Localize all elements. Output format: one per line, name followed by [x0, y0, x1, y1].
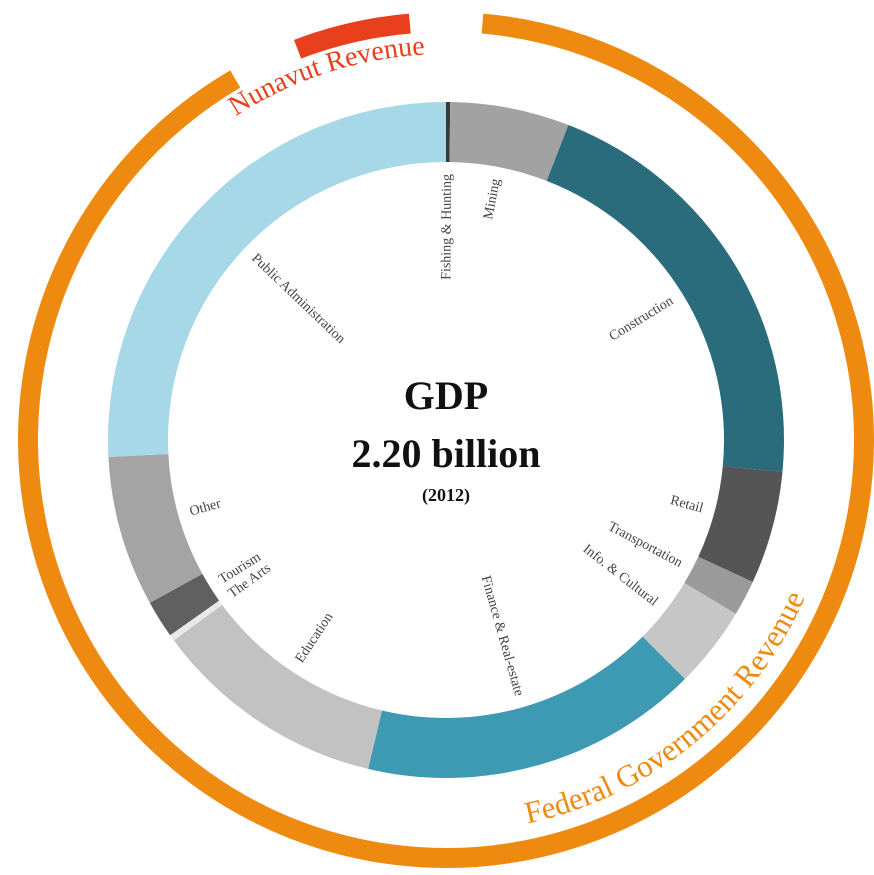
- donut-segment: [546, 124, 784, 472]
- segment-label: Education: [293, 610, 337, 666]
- donut-segment: [449, 102, 569, 181]
- segment-label: Retail: [669, 493, 705, 516]
- donut-segment: [108, 453, 203, 603]
- center-title: GDP: [404, 373, 488, 418]
- segment-label: Construction: [607, 294, 676, 345]
- center-year: (2012): [422, 485, 470, 506]
- center-value: 2.20 billion: [352, 431, 541, 476]
- segment-label: Mining: [481, 177, 504, 220]
- donut-segment: [684, 556, 753, 614]
- donut-segment: [446, 102, 451, 163]
- donut-segment: [108, 101, 447, 457]
- donut-segment: [368, 636, 686, 778]
- segment-label: Public Administration: [248, 251, 348, 347]
- segment-label: Finance & Real-estate: [478, 574, 526, 698]
- donut-segment: [173, 604, 382, 769]
- donut-segment: [149, 573, 220, 636]
- revenue-arc: [294, 13, 411, 59]
- revenue-arc: [18, 13, 874, 868]
- donut-segment: [698, 466, 783, 582]
- segment-label: Other: [188, 496, 223, 519]
- segment-label: Fishing & Hunting: [439, 174, 455, 280]
- donut-segment: [642, 583, 736, 680]
- donut-segment: [170, 600, 223, 641]
